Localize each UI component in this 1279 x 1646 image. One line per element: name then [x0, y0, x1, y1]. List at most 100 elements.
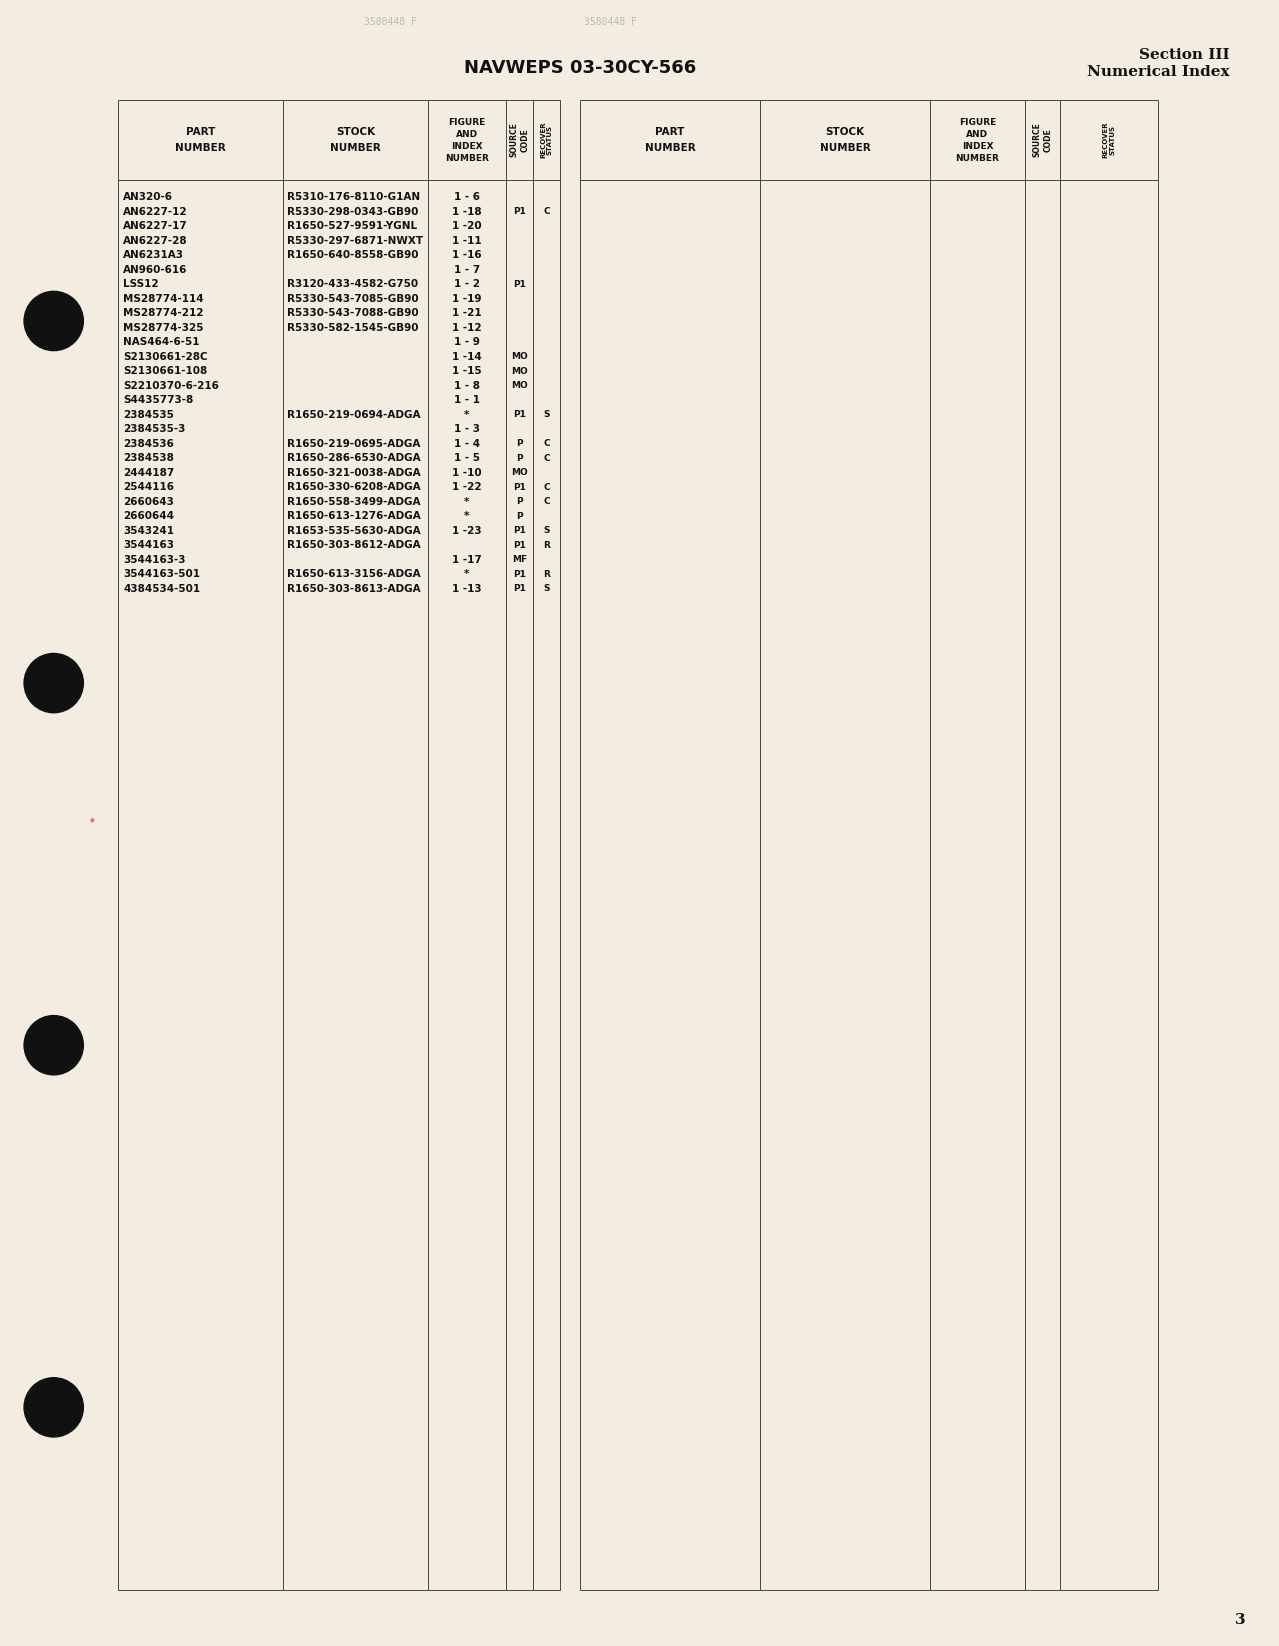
- Text: 1 - 9: 1 - 9: [454, 337, 480, 347]
- Text: 1 - 3: 1 - 3: [454, 425, 480, 435]
- Text: 1 - 7: 1 - 7: [454, 265, 480, 275]
- Text: C: C: [544, 207, 550, 216]
- Text: AN320-6: AN320-6: [123, 193, 173, 202]
- Text: P1: P1: [513, 584, 526, 593]
- Text: R1650-219-0695-ADGA: R1650-219-0695-ADGA: [286, 439, 421, 449]
- Text: 1 - 1: 1 - 1: [454, 395, 480, 405]
- Text: 1 -18: 1 -18: [453, 207, 482, 217]
- Text: SOURCE
CODE: SOURCE CODE: [510, 122, 530, 158]
- Text: 3544163-501: 3544163-501: [123, 570, 200, 579]
- Text: 3544163-3: 3544163-3: [123, 555, 185, 565]
- Text: RECOVER
STATUS: RECOVER STATUS: [1102, 122, 1115, 158]
- Text: R5330-543-7085-GB90: R5330-543-7085-GB90: [286, 293, 418, 305]
- Text: AN6227-12: AN6227-12: [123, 207, 188, 217]
- Text: 2660644: 2660644: [123, 512, 174, 522]
- Text: R1650-303-8613-ADGA: R1650-303-8613-ADGA: [286, 584, 421, 594]
- Text: R1650-303-8612-ADGA: R1650-303-8612-ADGA: [286, 540, 421, 550]
- Circle shape: [24, 1016, 83, 1075]
- Text: AND: AND: [967, 130, 989, 138]
- Text: NUMBER: NUMBER: [330, 143, 381, 153]
- Text: C: C: [544, 439, 550, 448]
- Text: S2130661-108: S2130661-108: [123, 367, 207, 377]
- Text: 3: 3: [1234, 1613, 1246, 1626]
- Text: R1650-330-6208-ADGA: R1650-330-6208-ADGA: [286, 482, 421, 492]
- Text: R1653-535-5630-ADGA: R1653-535-5630-ADGA: [286, 525, 421, 535]
- Text: R1650-321-0038-ADGA: R1650-321-0038-ADGA: [286, 467, 421, 477]
- Text: P1: P1: [513, 542, 526, 550]
- Text: AN6227-17: AN6227-17: [123, 221, 188, 230]
- Text: *: *: [464, 512, 469, 522]
- Text: MS28774-325: MS28774-325: [123, 323, 203, 332]
- Text: 2384536: 2384536: [123, 439, 174, 449]
- Circle shape: [24, 1378, 83, 1437]
- Text: R1650-219-0694-ADGA: R1650-219-0694-ADGA: [286, 410, 421, 420]
- Text: R1650-527-9591-YGNL: R1650-527-9591-YGNL: [286, 221, 417, 230]
- Text: R5330-297-6871-NWXT: R5330-297-6871-NWXT: [286, 235, 423, 245]
- Text: P1: P1: [513, 207, 526, 216]
- Text: P1: P1: [513, 410, 526, 420]
- Text: PART: PART: [655, 127, 684, 137]
- Text: 1 -19: 1 -19: [453, 293, 482, 305]
- Text: MO: MO: [512, 467, 528, 477]
- Text: 1 -14: 1 -14: [451, 352, 482, 362]
- Text: R5310-176-8110-G1AN: R5310-176-8110-G1AN: [286, 193, 420, 202]
- Text: INDEX: INDEX: [962, 142, 994, 150]
- Text: P1: P1: [513, 527, 526, 535]
- Text: NUMBER: NUMBER: [820, 143, 871, 153]
- Text: R5330-582-1545-GB90: R5330-582-1545-GB90: [286, 323, 418, 332]
- Text: S4435773-8: S4435773-8: [123, 395, 193, 405]
- Text: P1: P1: [513, 482, 526, 492]
- Text: ●: ●: [90, 818, 95, 823]
- Circle shape: [24, 291, 83, 351]
- Text: NAVWEPS 03-30CY-566: NAVWEPS 03-30CY-566: [464, 59, 696, 77]
- Text: R: R: [544, 570, 550, 579]
- Text: PART: PART: [185, 127, 215, 137]
- Text: 3580448 F: 3580448 F: [583, 16, 637, 26]
- Text: P: P: [517, 512, 523, 520]
- Text: 2660643: 2660643: [123, 497, 174, 507]
- Text: MO: MO: [512, 352, 528, 360]
- Text: 4384534-501: 4384534-501: [123, 584, 200, 594]
- Text: MF: MF: [512, 555, 527, 565]
- Text: MS28774-114: MS28774-114: [123, 293, 203, 305]
- Text: R1650-558-3499-ADGA: R1650-558-3499-ADGA: [286, 497, 421, 507]
- Text: S2210370-6-216: S2210370-6-216: [123, 380, 219, 390]
- Text: 1 -11: 1 -11: [453, 235, 482, 245]
- Text: S: S: [544, 584, 550, 593]
- Text: 1 -23: 1 -23: [453, 525, 482, 535]
- Text: NUMBER: NUMBER: [445, 153, 489, 163]
- Bar: [579, 100, 1157, 1590]
- Text: 1 -17: 1 -17: [451, 555, 482, 565]
- Text: C: C: [544, 454, 550, 463]
- Text: NUMBER: NUMBER: [955, 153, 999, 163]
- Text: MO: MO: [512, 382, 528, 390]
- Text: P: P: [517, 439, 523, 448]
- Text: 3543241: 3543241: [123, 525, 174, 535]
- Text: NUMBER: NUMBER: [175, 143, 226, 153]
- Text: NAS464-6-51: NAS464-6-51: [123, 337, 200, 347]
- Text: SOURCE
CODE: SOURCE CODE: [1033, 122, 1053, 158]
- Text: FIGURE: FIGURE: [959, 117, 996, 127]
- Text: 1 - 2: 1 - 2: [454, 280, 480, 290]
- Text: 1 - 8: 1 - 8: [454, 380, 480, 390]
- Text: 1 - 4: 1 - 4: [454, 439, 480, 449]
- Text: STOCK: STOCK: [336, 127, 375, 137]
- Text: C: C: [544, 497, 550, 507]
- Circle shape: [24, 653, 83, 713]
- Text: FIGURE: FIGURE: [449, 117, 486, 127]
- Text: INDEX: INDEX: [451, 142, 482, 150]
- Text: 1 - 5: 1 - 5: [454, 453, 480, 463]
- Text: AN960-616: AN960-616: [123, 265, 188, 275]
- Text: 2384535: 2384535: [123, 410, 174, 420]
- Text: R1650-286-6530-ADGA: R1650-286-6530-ADGA: [286, 453, 421, 463]
- Text: 3544163: 3544163: [123, 540, 174, 550]
- Text: STOCK: STOCK: [825, 127, 865, 137]
- Text: P: P: [517, 454, 523, 463]
- Text: S2130661-28C: S2130661-28C: [123, 352, 207, 362]
- Text: P: P: [517, 497, 523, 507]
- Text: 2384535-3: 2384535-3: [123, 425, 185, 435]
- Text: AND: AND: [455, 130, 478, 138]
- Text: Section III: Section III: [1140, 48, 1230, 63]
- Text: R1650-613-3156-ADGA: R1650-613-3156-ADGA: [286, 570, 421, 579]
- Text: AN6227-28: AN6227-28: [123, 235, 188, 245]
